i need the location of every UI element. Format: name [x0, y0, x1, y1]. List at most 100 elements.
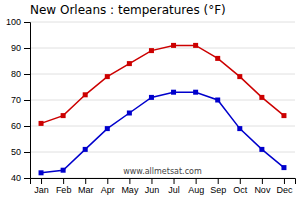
tick: May	[121, 178, 139, 195]
marker	[149, 48, 154, 53]
marks	[39, 43, 287, 175]
marker	[61, 168, 66, 173]
grid	[30, 22, 295, 178]
tick-mark	[24, 48, 30, 49]
line	[41, 45, 284, 123]
tick-label: Mar	[78, 185, 94, 195]
marker	[127, 111, 132, 116]
tick: Jan	[34, 178, 49, 195]
tick-label: 40	[11, 173, 21, 183]
grid-line	[30, 126, 295, 127]
marker	[83, 92, 88, 97]
tick: Apr	[101, 178, 115, 195]
tick: Oct	[233, 178, 248, 195]
title: New Orleans : temperatures (°F)	[30, 3, 226, 17]
tick-label: 100	[6, 17, 21, 27]
marker	[281, 165, 286, 170]
tick: Mar	[78, 178, 94, 195]
plot: 40 50 60 70 80 90 100 Jan Feb Mar Apr May Jun Jul Aug S…	[6, 17, 296, 195]
axis-line	[24, 23, 31, 179]
tick-label: 60	[11, 121, 21, 131]
marker	[215, 56, 220, 61]
tick: 40	[11, 173, 30, 183]
tick-label: Oct	[233, 185, 248, 195]
marker	[193, 43, 198, 48]
tick-label: 90	[11, 43, 21, 53]
tick: Sep	[210, 178, 226, 195]
tick: Feb	[56, 178, 72, 195]
tick: Aug	[188, 178, 204, 195]
grid-line	[30, 152, 295, 153]
grid-line	[30, 74, 295, 75]
marker	[105, 74, 110, 79]
tick: Nov	[254, 178, 271, 195]
marker	[259, 95, 264, 100]
tick-label: Jul	[168, 185, 180, 195]
tick-mark	[24, 152, 30, 153]
tick-mark	[85, 178, 86, 184]
tick-mark	[24, 74, 30, 75]
tick-mark	[284, 178, 285, 184]
line	[41, 92, 284, 173]
marker	[215, 98, 220, 103]
tick-label: Aug	[188, 185, 204, 195]
x-axis: Jan Feb Mar Apr May Jun Jul Aug Sep Oct Nov Dec	[31, 178, 296, 195]
marker	[171, 43, 176, 48]
tick-mark	[240, 178, 241, 184]
marker	[83, 147, 88, 152]
marker	[193, 90, 198, 95]
y-axis: 40 50 60 70 80 90 100	[6, 17, 31, 183]
tick-mark	[107, 178, 108, 184]
marker	[127, 61, 132, 66]
series	[39, 43, 287, 126]
tick-mark	[151, 178, 152, 184]
tick-label: 70	[11, 95, 21, 105]
tick: 80	[11, 69, 30, 79]
annotation: www.allmetsat.com	[123, 167, 202, 176]
chart: 40 50 60 70 80 90 100 Jan Feb Mar Apr May Jun Jul Aug S…	[0, 0, 305, 200]
marker	[171, 90, 176, 95]
marker	[39, 121, 44, 126]
tick-mark	[41, 178, 42, 184]
tick-mark	[262, 178, 263, 184]
tick-label: May	[121, 185, 139, 195]
tick: Jun	[145, 178, 160, 195]
grid-line	[30, 100, 295, 101]
marker	[105, 126, 110, 131]
tick-label: 50	[11, 147, 21, 157]
tick: Dec	[276, 178, 293, 195]
tick-mark	[24, 22, 30, 23]
tick: Jul	[168, 178, 180, 195]
marker	[149, 95, 154, 100]
tick-label: Nov	[254, 185, 271, 195]
tick-label: Jan	[34, 185, 49, 195]
marker	[259, 147, 264, 152]
tick-mark	[196, 178, 197, 184]
axis-line	[31, 179, 296, 185]
tick-mark	[129, 178, 130, 184]
marker	[237, 74, 242, 79]
tick-mark	[218, 178, 219, 184]
tick-label: Sep	[210, 185, 226, 195]
tick-label: Dec	[276, 185, 293, 195]
tick-label: Apr	[101, 185, 115, 195]
grid-line	[30, 22, 295, 23]
tick-mark	[174, 178, 175, 184]
tick-mark	[24, 126, 30, 127]
tick: 70	[11, 95, 30, 105]
tick-label: Feb	[56, 185, 72, 195]
tick: 50	[11, 147, 30, 157]
series	[39, 90, 287, 176]
tick: 100	[6, 17, 30, 27]
tick: 90	[11, 43, 30, 53]
tick-mark	[63, 178, 64, 184]
marker	[281, 113, 286, 118]
marker	[237, 126, 242, 131]
tick-label: Jun	[145, 185, 160, 195]
marker	[39, 170, 44, 175]
tick-label: 80	[11, 69, 21, 79]
tick: 60	[11, 121, 30, 131]
marker	[61, 113, 66, 118]
tick-mark	[24, 178, 30, 179]
tick-mark	[24, 100, 30, 101]
